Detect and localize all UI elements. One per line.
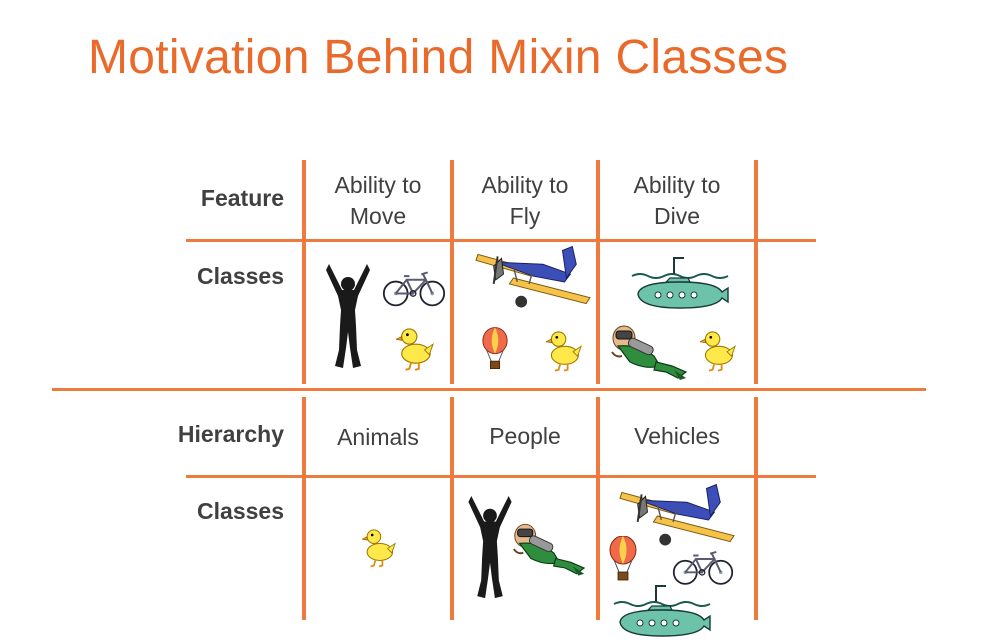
table-separator	[52, 388, 926, 391]
duck-icon	[546, 326, 582, 372]
hot-air-balloon-icon	[608, 536, 638, 582]
duck-icon	[362, 522, 396, 570]
hot-air-balloon-icon	[481, 326, 509, 372]
grid-line	[186, 475, 816, 478]
header-line-1: Ability to	[633, 172, 721, 198]
submarine-icon	[630, 252, 730, 312]
column-header-vehicles: Vehicles	[634, 423, 720, 449]
header-line-1: Ability to	[334, 172, 422, 198]
grid-line	[596, 160, 600, 384]
grid-line	[754, 397, 758, 620]
person-silhouette-icon	[322, 262, 374, 372]
grid-line	[596, 397, 600, 620]
biplane-icon	[474, 244, 592, 314]
row-label-classes: Classes	[197, 498, 284, 524]
person-silhouette-icon	[464, 494, 516, 602]
row-label-hierarchy: Hierarchy	[177, 421, 284, 447]
header-line-2: Dive	[653, 203, 700, 229]
header-line-2: Move	[349, 203, 407, 229]
row-label-classes: Classes	[197, 263, 284, 289]
column-header-dive: Ability to Dive	[600, 170, 754, 232]
header-line-1: Ability to	[481, 172, 569, 198]
scuba-diver-icon	[510, 520, 586, 578]
scuba-diver-icon	[608, 322, 688, 382]
header-line-2: Fly	[509, 203, 541, 229]
page-title: Motivation Behind Mixin Classes	[88, 31, 789, 84]
submarine-icon	[612, 580, 712, 640]
grid-line	[450, 160, 454, 384]
column-header-move: Ability to Move	[306, 170, 450, 232]
row-label-feature: Feature	[200, 185, 284, 211]
grid-line	[302, 160, 306, 384]
column-header-fly: Ability to Fly	[454, 170, 596, 232]
grid-line	[186, 239, 816, 242]
duck-icon	[700, 326, 736, 372]
bicycle-icon	[382, 268, 446, 308]
duck-icon	[396, 322, 434, 372]
column-header-animals: Animals	[337, 424, 419, 450]
grid-line	[302, 397, 306, 620]
column-header-people: People	[489, 423, 561, 449]
grid-line	[450, 397, 454, 620]
grid-line	[754, 160, 758, 384]
